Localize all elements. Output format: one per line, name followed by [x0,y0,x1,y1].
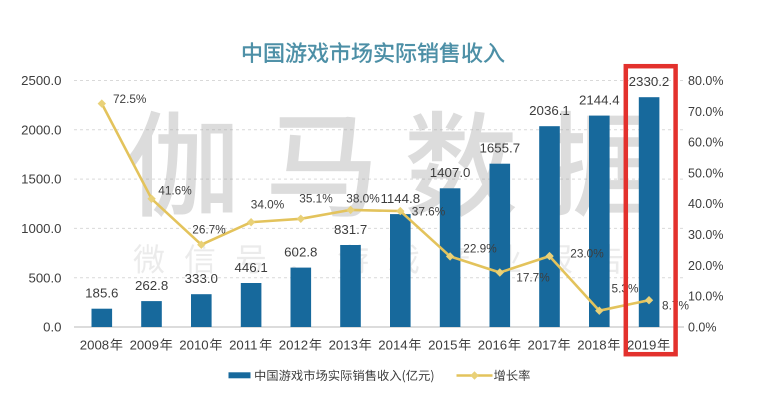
svg-text:262.8: 262.8 [135,278,168,293]
svg-text:30.0%: 30.0% [688,228,723,242]
svg-text:2017: 2017 [528,338,557,353]
svg-text:1655.7: 1655.7 [479,141,520,156]
svg-text:2018: 2018 [577,338,606,353]
svg-text:446.1: 446.1 [234,260,267,275]
svg-text:50.0%: 50.0% [688,166,723,180]
svg-text:0.0%: 0.0% [688,321,717,335]
svg-text:37.6%: 37.6% [412,204,446,218]
svg-text:1144.8: 1144.8 [380,191,420,206]
svg-text:2016: 2016 [478,338,507,353]
svg-text:2013: 2013 [329,338,358,353]
svg-text:40.0%: 40.0% [688,197,723,211]
svg-text:831.7: 831.7 [334,222,367,237]
svg-text:1000.0: 1000.0 [21,221,61,236]
svg-text:1500.0: 1500.0 [21,172,61,187]
svg-text:2009: 2009 [130,338,159,353]
svg-text:23.0%: 23.0% [570,246,604,260]
svg-text:2500.0: 2500.0 [21,73,61,88]
svg-text:17.7%: 17.7% [516,270,550,284]
svg-text:22.9%: 22.9% [463,241,497,255]
svg-text:34.0%: 34.0% [251,197,285,211]
svg-text:2330.2: 2330.2 [629,74,670,89]
svg-text:10.0%: 10.0% [688,290,723,304]
svg-text:35.1%: 35.1% [299,191,333,205]
svg-text:2036.1: 2036.1 [529,103,570,118]
svg-text:2010: 2010 [179,338,208,353]
svg-text:2000.0: 2000.0 [21,122,61,137]
svg-text:2144.4: 2144.4 [579,92,620,107]
svg-text:20.0%: 20.0% [688,259,723,273]
svg-text:1407.0: 1407.0 [430,165,471,180]
svg-text:72.5%: 72.5% [113,92,147,106]
svg-text:500.0: 500.0 [28,270,61,285]
svg-text:38.0%: 38.0% [346,191,380,205]
svg-text:0.0: 0.0 [43,320,61,335]
svg-text:602.8: 602.8 [284,244,317,259]
svg-text:60.0%: 60.0% [688,136,723,150]
svg-text:333.0: 333.0 [185,271,218,286]
svg-text:2012: 2012 [279,338,308,353]
svg-text:80.0%: 80.0% [688,74,723,88]
svg-text:2014: 2014 [378,338,407,353]
svg-text:70.0%: 70.0% [688,105,723,119]
svg-text:2015: 2015 [428,338,457,353]
svg-text:2019: 2019 [627,338,656,353]
svg-text:41.6%: 41.6% [158,183,192,197]
svg-text:26.7%: 26.7% [192,222,226,236]
svg-text:2011: 2011 [229,338,257,353]
svg-text:2008: 2008 [80,338,109,353]
svg-text:185.6: 185.6 [85,286,118,301]
